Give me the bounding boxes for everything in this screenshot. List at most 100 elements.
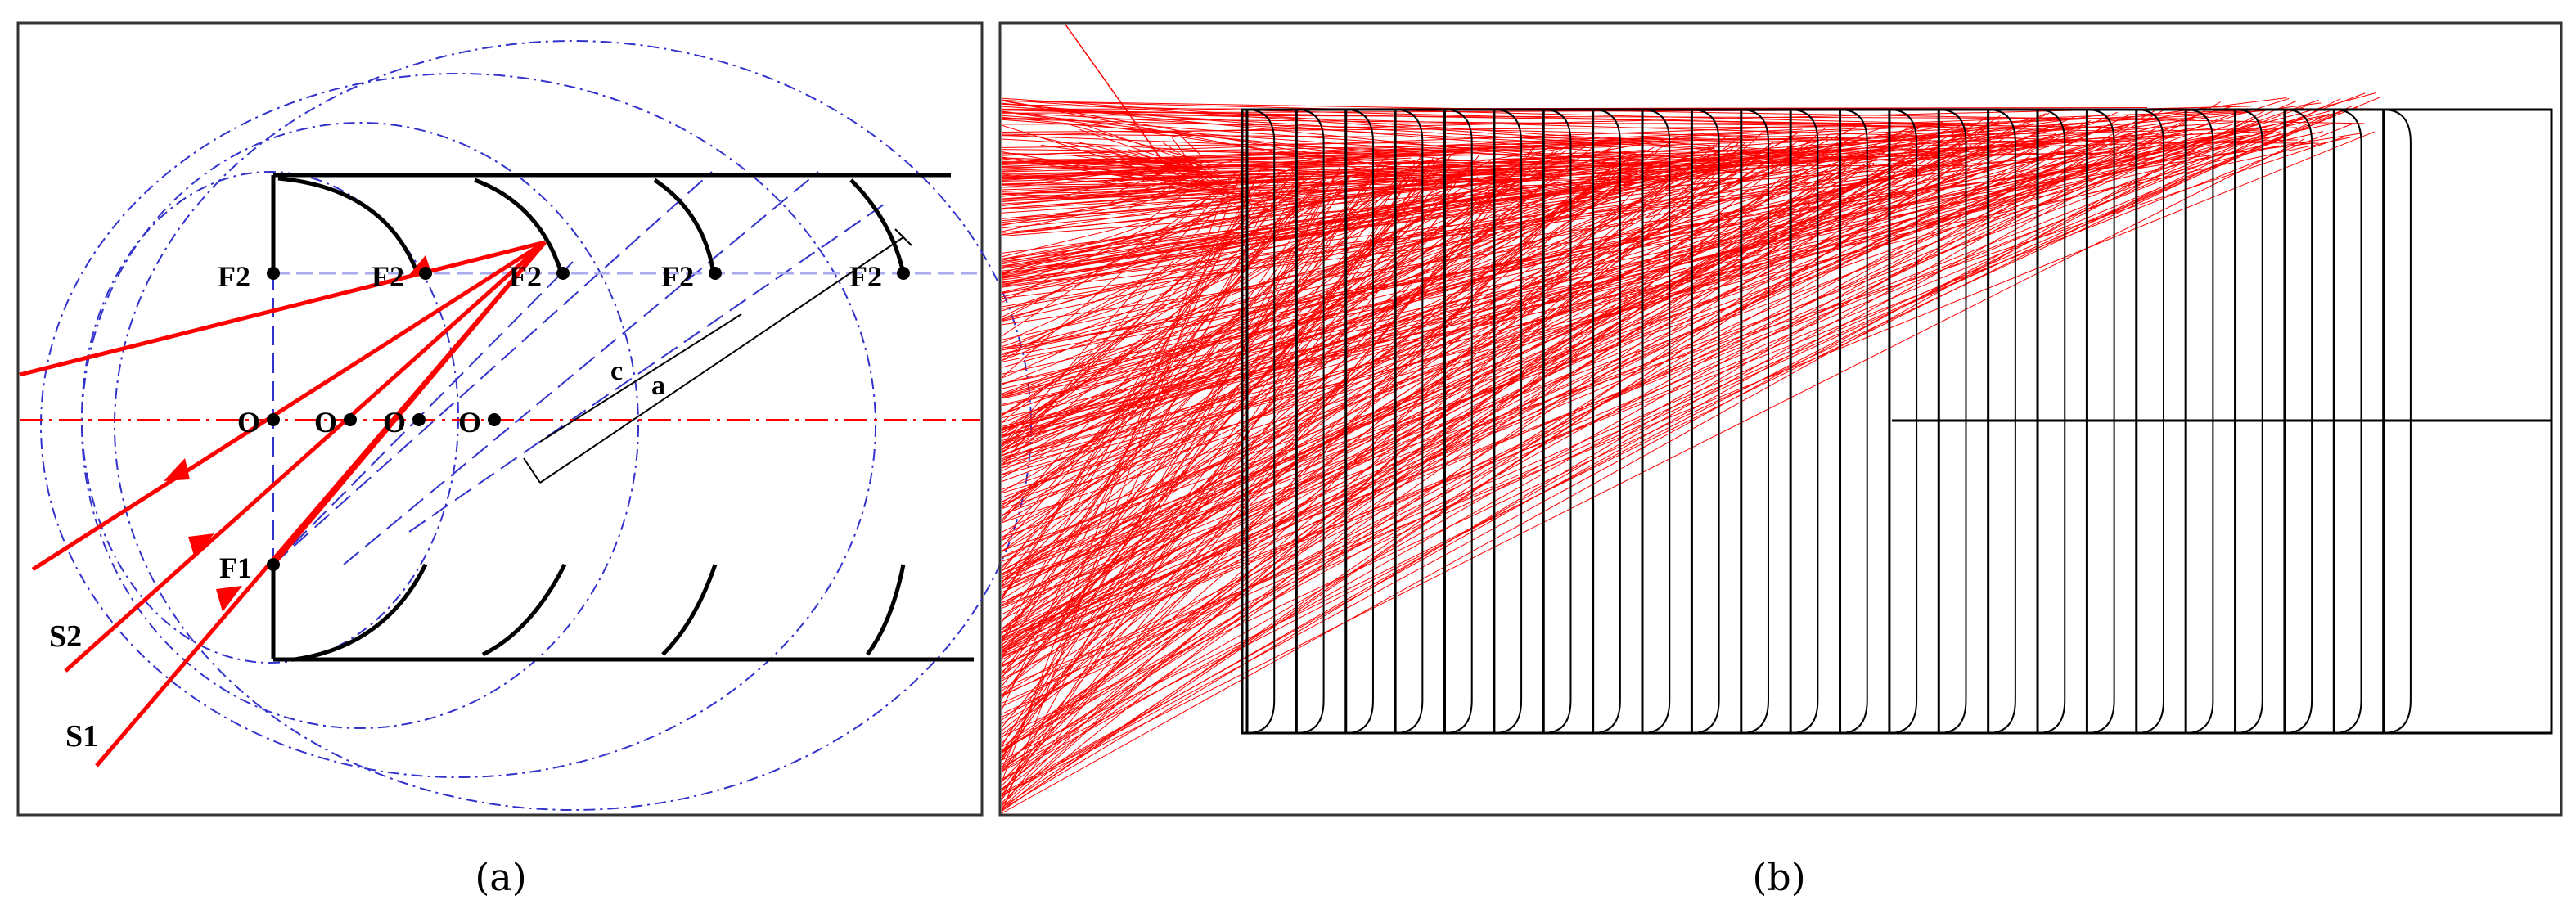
ray-fan-line bbox=[1001, 98, 2341, 761]
ray-fan-line bbox=[1001, 148, 1872, 748]
ray-fan-line bbox=[1001, 133, 2056, 580]
panel-a: F2 F2 F2 F2 F2 F1 O O O O c a S2 S1 (a) bbox=[16, 21, 1032, 899]
ray-fan-line bbox=[1001, 160, 1797, 182]
ray-fan-line bbox=[1001, 205, 1316, 416]
ray-fan-line bbox=[1001, 153, 1628, 320]
tube-segment-lens bbox=[1642, 109, 1671, 734]
ray-2 bbox=[31, 240, 547, 572]
ray-fan-line bbox=[1001, 145, 1569, 451]
ray-label-s1: S1 bbox=[65, 719, 98, 754]
ray-fan-line bbox=[1001, 97, 2287, 259]
ray-fan-line bbox=[1065, 24, 1171, 173]
ray-fan-line bbox=[1119, 169, 1200, 173]
ray-fan-line bbox=[1001, 127, 1917, 651]
lower-arc-4 bbox=[865, 564, 906, 656]
ray-fan-line bbox=[1001, 151, 1933, 559]
dimension-lines bbox=[523, 228, 912, 484]
tube-structure bbox=[271, 173, 974, 662]
ray-fan-line bbox=[1001, 194, 1243, 200]
tube-segment-lens bbox=[1691, 109, 1720, 734]
ray-fan-line bbox=[1001, 127, 2222, 233]
center-label: O bbox=[314, 406, 337, 439]
ray-fan-line bbox=[1001, 202, 1250, 288]
ray-fan-line bbox=[1001, 129, 2252, 405]
ray-fan-line bbox=[1001, 135, 1727, 731]
ray-fan-line bbox=[1001, 142, 2105, 654]
ray-fan-line bbox=[1001, 181, 1674, 768]
ray-fan-line bbox=[1083, 124, 1209, 169]
ray-fan-line bbox=[1001, 196, 1384, 596]
ray-fan-line bbox=[1001, 181, 1408, 434]
ray-fan-line bbox=[1001, 150, 1750, 415]
dimension-c-line bbox=[539, 313, 742, 443]
construction-ellipse-2 bbox=[81, 122, 639, 729]
ray-3 bbox=[64, 241, 547, 673]
ray-fan-line bbox=[1001, 145, 1553, 450]
ray-fan-line bbox=[1001, 182, 1442, 379]
ray-fan-line bbox=[1001, 160, 1435, 207]
diagonal-guide-2 bbox=[343, 171, 819, 565]
ray-fan-line bbox=[1001, 183, 1520, 434]
ray-fan-line bbox=[1001, 162, 1875, 475]
ray-fan-line bbox=[1001, 195, 1488, 567]
ray-fan-line bbox=[1001, 160, 1299, 660]
ray-fan-line bbox=[1001, 132, 2181, 443]
tube-segment-lens bbox=[1840, 109, 1868, 734]
ray-fan-line bbox=[1001, 106, 2148, 110]
ray-fan-line bbox=[1040, 144, 1195, 167]
ray-fan-line bbox=[1001, 160, 1423, 762]
ray-fan-line bbox=[1001, 176, 1303, 451]
center-point bbox=[344, 413, 357, 426]
ray-fan-line bbox=[1001, 173, 1632, 180]
ray-fan-line bbox=[1001, 130, 1945, 461]
ray-fan-line bbox=[1001, 151, 1840, 634]
ray-fan-line bbox=[1065, 123, 1210, 164]
construction-ellipse-1 bbox=[81, 171, 459, 664]
dimension-c-label: c bbox=[610, 356, 623, 386]
ray-fan-line bbox=[1001, 180, 1410, 796]
lower-arc-1 bbox=[294, 563, 428, 662]
ray-fan-line bbox=[1001, 142, 2315, 299]
ray-fan-line bbox=[1101, 173, 1224, 178]
ray-5 bbox=[272, 241, 547, 566]
ray-fan-line bbox=[1001, 114, 2194, 119]
lower-arc-3 bbox=[661, 564, 718, 656]
diagonal-guide-1 bbox=[272, 171, 713, 565]
reflector-arc-2 bbox=[474, 178, 564, 274]
construction-ellipse-3 bbox=[40, 73, 876, 778]
ray-fan-line bbox=[1171, 158, 1211, 182]
ray-fan-line bbox=[1001, 169, 1638, 677]
ray-fan-line bbox=[1001, 181, 1559, 394]
ray-fan-line bbox=[1001, 184, 1503, 552]
ray-fan-line bbox=[1001, 169, 1818, 572]
ray-fan-line bbox=[1001, 101, 2221, 797]
ray-fan-line bbox=[1001, 110, 2266, 796]
ray-fan-line bbox=[1001, 109, 2165, 718]
ray-fan-line bbox=[1001, 145, 2216, 772]
ray-fan-line bbox=[1001, 130, 2073, 398]
ray-fan-line bbox=[1001, 150, 1720, 601]
ray-fan-line bbox=[1001, 184, 1581, 782]
ray-fan-line bbox=[1001, 164, 1514, 268]
ray-fan-line bbox=[1001, 133, 2281, 641]
center-label: O bbox=[458, 406, 481, 439]
diagonal-guide-3 bbox=[408, 204, 885, 533]
ray-fan-line bbox=[1001, 163, 1877, 605]
arrow-head-3 bbox=[216, 586, 242, 612]
ray-fan-line bbox=[1001, 142, 2119, 524]
ray-fan-line bbox=[1165, 155, 1191, 195]
ray-fan-line bbox=[1001, 158, 1439, 700]
ray-fan-line bbox=[1001, 139, 1822, 368]
tube-segment-lens bbox=[1296, 109, 1325, 734]
ray-fan-line bbox=[1001, 152, 1636, 649]
points bbox=[267, 267, 910, 571]
ray-fan-line bbox=[1001, 182, 1515, 773]
ray-fan-line bbox=[1001, 111, 1623, 147]
ray-fan-line bbox=[1001, 172, 1236, 379]
ray-fan-line bbox=[1001, 163, 1365, 188]
ray-fan-line bbox=[1001, 165, 1852, 753]
ray-fan-line bbox=[1115, 160, 1232, 183]
dimension-tick-1 bbox=[523, 457, 541, 484]
ray-fan-line bbox=[1001, 146, 1655, 472]
focus-label: F2 bbox=[372, 260, 404, 293]
